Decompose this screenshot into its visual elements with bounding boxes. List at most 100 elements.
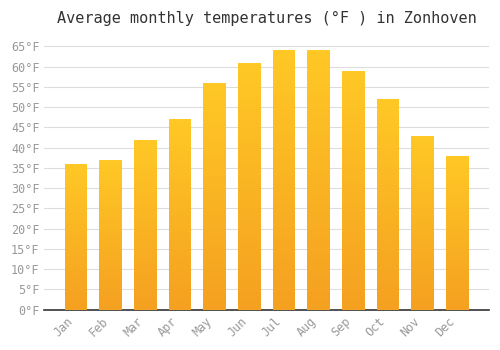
Bar <box>272 216 295 219</box>
Bar <box>238 80 260 82</box>
Bar <box>100 218 122 220</box>
Bar <box>64 234 87 235</box>
Bar <box>100 307 122 308</box>
Bar <box>134 245 156 247</box>
Bar <box>204 276 226 278</box>
Bar <box>308 87 330 89</box>
Bar <box>272 92 295 94</box>
Bar <box>204 221 226 224</box>
Bar <box>412 224 434 226</box>
Bar <box>412 169 434 170</box>
Bar <box>377 154 400 156</box>
Bar <box>168 212 192 215</box>
Bar <box>204 117 226 119</box>
Bar <box>446 305 468 307</box>
Bar <box>100 178 122 179</box>
Bar <box>100 280 122 281</box>
Bar <box>308 107 330 110</box>
Bar <box>134 243 156 245</box>
Bar <box>412 231 434 233</box>
Bar <box>134 303 156 304</box>
Bar <box>308 247 330 250</box>
Bar <box>100 241 122 242</box>
Bar <box>446 194 468 196</box>
Bar <box>412 203 434 205</box>
Bar <box>342 116 364 119</box>
Bar <box>204 99 226 101</box>
Bar <box>64 171 87 173</box>
Bar <box>412 245 434 247</box>
Bar <box>204 285 226 287</box>
Bar <box>412 226 434 228</box>
Bar <box>168 205 192 207</box>
Bar <box>412 244 434 245</box>
Bar <box>446 247 468 248</box>
Bar <box>100 268 122 269</box>
Bar <box>272 115 295 118</box>
Bar <box>204 187 226 189</box>
Bar <box>308 188 330 190</box>
Bar <box>204 174 226 176</box>
Bar <box>64 281 87 282</box>
Bar <box>168 277 192 279</box>
Bar <box>342 181 364 183</box>
Bar <box>204 226 226 228</box>
Bar <box>272 66 295 69</box>
Bar <box>272 222 295 224</box>
Bar <box>204 228 226 230</box>
Bar <box>64 267 87 269</box>
Bar <box>238 189 260 191</box>
Bar <box>412 160 434 162</box>
Bar <box>446 168 468 170</box>
Bar <box>446 278 468 279</box>
Bar <box>134 250 156 252</box>
Bar <box>446 308 468 310</box>
Bar <box>134 230 156 231</box>
Bar <box>342 247 364 250</box>
Bar <box>204 294 226 296</box>
Bar <box>342 85 364 88</box>
Bar <box>100 235 122 236</box>
Bar <box>272 284 295 286</box>
Bar <box>204 167 226 169</box>
Bar <box>342 236 364 238</box>
Bar <box>446 170 468 171</box>
Bar <box>134 150 156 152</box>
Bar <box>377 244 400 246</box>
Bar <box>308 227 330 229</box>
Bar <box>238 142 260 144</box>
Bar <box>342 90 364 92</box>
Bar <box>342 145 364 147</box>
Bar <box>308 240 330 242</box>
Bar <box>412 146 434 148</box>
Bar <box>308 133 330 136</box>
Bar <box>446 224 468 225</box>
Bar <box>446 276 468 278</box>
Bar <box>204 151 226 153</box>
Bar <box>342 300 364 302</box>
Bar <box>377 221 400 223</box>
Bar <box>168 163 192 165</box>
Bar <box>204 305 226 307</box>
Bar <box>204 146 226 149</box>
Bar <box>446 233 468 234</box>
Bar <box>377 276 400 278</box>
Bar <box>134 179 156 180</box>
Bar <box>412 228 434 230</box>
Bar <box>412 191 434 193</box>
Bar <box>308 273 330 276</box>
Bar <box>64 199 87 200</box>
Bar <box>204 137 226 140</box>
Bar <box>412 266 434 268</box>
Bar <box>238 218 260 221</box>
Bar <box>412 184 434 186</box>
Bar <box>272 188 295 190</box>
Bar <box>308 94 330 97</box>
Bar <box>272 102 295 105</box>
Bar <box>134 279 156 281</box>
Bar <box>446 211 468 213</box>
Bar <box>342 152 364 154</box>
Bar <box>134 281 156 282</box>
Bar <box>64 272 87 273</box>
Bar <box>446 165 468 167</box>
